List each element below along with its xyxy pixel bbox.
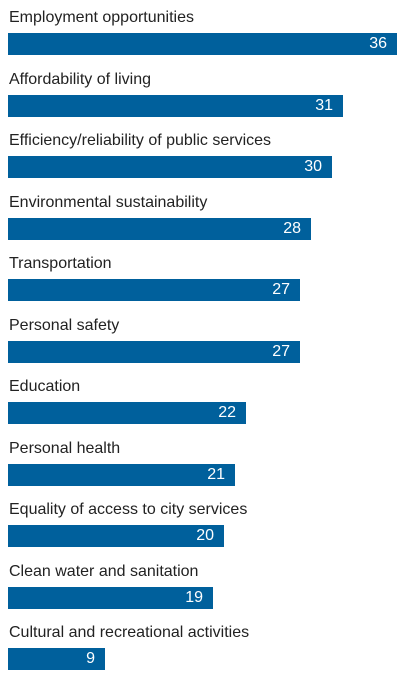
category-label: Personal health — [9, 439, 121, 457]
category-label: Efficiency/reliability of public service… — [9, 132, 272, 149]
bar-value-label: 28 — [283, 219, 301, 237]
bar-row: Equality of access to city services 20 — [0, 499, 406, 561]
bar-row: Clean water and sanitation 19 — [0, 561, 406, 623]
bar-row: Education 22 — [0, 376, 406, 438]
bar-value-label: 30 — [304, 158, 322, 175]
bar-value-label: 36 — [369, 35, 387, 52]
bar-value-label: 21 — [207, 465, 225, 483]
bar: 30 — [8, 156, 332, 178]
bar: 27 — [8, 279, 300, 301]
bar: 20 — [8, 525, 224, 547]
bar-row: Environmental sustainability 28 — [0, 192, 406, 254]
bar-row: Affordability of living 31 — [0, 69, 406, 131]
bar-row: Transportation 27 — [0, 253, 406, 315]
bar-row: Personal safety 27 — [0, 315, 406, 377]
bar: 27 — [8, 340, 300, 363]
bar-row: Cultural and recreational activities 9 — [0, 622, 406, 684]
category-label: Transportation — [9, 255, 112, 272]
category-label: Clean water and sanitation — [9, 562, 199, 580]
bar: 9 — [8, 648, 105, 670]
bar-value-label: 22 — [218, 404, 236, 421]
bar-row: Efficiency/reliability of public service… — [0, 130, 406, 192]
bar-value-label: 27 — [272, 281, 290, 298]
bar-value-label: 20 — [196, 527, 214, 544]
bar: 19 — [8, 586, 213, 609]
bar-row: Employment opportunities 36 — [0, 7, 406, 69]
bar: 22 — [8, 402, 246, 424]
category-label: Employment opportunities — [9, 9, 194, 26]
bar-value-label: 9 — [86, 650, 95, 667]
category-label: Education — [9, 378, 81, 395]
category-label: Cultural and recreational activities — [9, 624, 250, 641]
bar-row: Personal health 21 — [0, 438, 406, 500]
bar-value-label: 31 — [315, 96, 333, 114]
bar: 21 — [8, 463, 235, 486]
category-label: Environmental sustainability — [9, 193, 208, 211]
bar: 31 — [8, 94, 343, 117]
bar-value-label: 27 — [272, 342, 290, 360]
bar-value-label: 19 — [185, 588, 203, 606]
bar: 28 — [8, 217, 311, 240]
category-label: Personal safety — [9, 316, 120, 334]
bar: 36 — [8, 33, 397, 55]
category-label: Equality of access to city services — [9, 501, 248, 518]
category-label: Affordability of living — [9, 70, 151, 88]
